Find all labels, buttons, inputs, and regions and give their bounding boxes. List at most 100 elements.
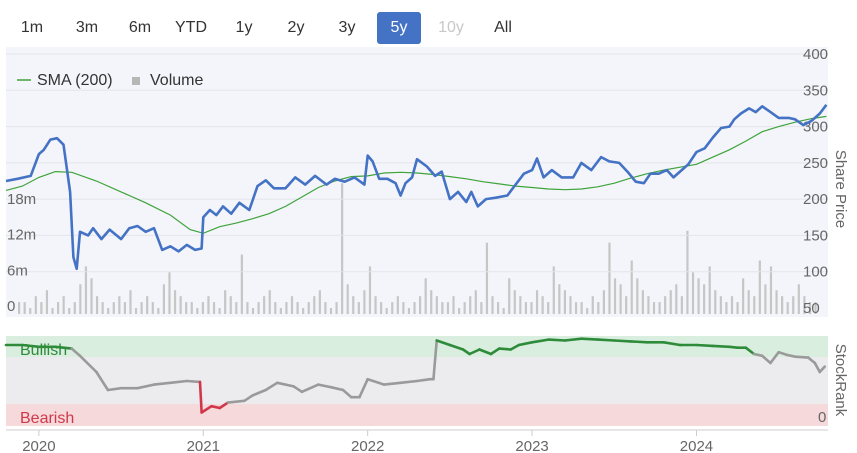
volume-bar (803, 296, 806, 314)
range-button-all[interactable]: All (494, 19, 512, 36)
stockrank-segment (662, 340, 682, 347)
volume-bar (758, 260, 761, 314)
volume-bar (157, 308, 160, 314)
range-button-6m[interactable]: 6m (128, 19, 152, 36)
volume-bar (285, 302, 288, 314)
stockrank-segment (152, 381, 172, 386)
volume-bar (446, 302, 450, 314)
stockrank-segment (251, 388, 268, 397)
stockrank-segment (711, 344, 731, 349)
stockrank-segment (78, 354, 98, 374)
volume-bar (485, 242, 489, 314)
volume-bar (769, 266, 773, 314)
volume-bar (229, 296, 232, 314)
rank-zero-label: 0 (818, 409, 826, 426)
price-tick-label: 50 (803, 300, 820, 317)
stockrank-line (4, 337, 827, 414)
stockrank-segment (382, 381, 402, 386)
volume-bar (374, 296, 377, 314)
stockrank-segment (200, 404, 213, 414)
price-tick-label: 250 (803, 155, 828, 172)
volume-bar (62, 296, 65, 314)
volume-bar (457, 308, 461, 314)
volume-bar (162, 284, 166, 314)
volume-bar (513, 290, 516, 314)
volume-bar (424, 278, 427, 314)
range-button-3m[interactable]: 3m (75, 19, 99, 36)
stockrank-segment (793, 355, 810, 359)
range-button-ytd[interactable]: YTD (175, 19, 207, 36)
volume-bar (101, 302, 104, 314)
stockrank-segment (813, 361, 822, 374)
stockrank-segment (517, 340, 534, 347)
volume-bar (786, 302, 789, 314)
stockrank-segment (21, 343, 41, 349)
volume-bar (808, 302, 812, 314)
volume-bar (580, 302, 583, 314)
volume-bar (708, 266, 711, 314)
volume-bar (318, 290, 321, 314)
stockrank-segment (432, 339, 439, 381)
stockrank-segment (612, 339, 633, 343)
volume-bar (535, 290, 539, 314)
volume-bar (586, 308, 589, 314)
range-button-1m[interactable]: 1m (20, 19, 44, 36)
stockrank-segment (489, 347, 501, 356)
volume-bar (307, 302, 310, 314)
volume-bar (146, 296, 149, 314)
stockrank-segment (785, 353, 797, 359)
volume-bar (129, 290, 132, 314)
volume-bar (346, 284, 349, 314)
volume-bar (781, 296, 784, 314)
volume-bar (246, 302, 249, 314)
volume-bar (357, 302, 360, 314)
range-button-3y[interactable]: 3y (338, 19, 356, 36)
volume-bar (508, 278, 511, 314)
stockrank-segment (106, 386, 123, 392)
stockrank-segment (509, 343, 521, 351)
volume-bar (797, 284, 800, 314)
stockrank-segment (596, 338, 616, 342)
volume-bar (95, 296, 99, 314)
volume-bar (530, 302, 533, 314)
volume-bar (45, 290, 49, 314)
volume-bar (469, 296, 472, 314)
volume-bar (474, 290, 477, 314)
stockrank-segment (563, 337, 583, 342)
bearish-band (6, 404, 828, 426)
volume-bar (257, 302, 260, 314)
volume-bar (352, 296, 355, 314)
volume-bar (703, 284, 706, 314)
volume-bar (173, 290, 177, 314)
stockrank-segment (580, 337, 600, 341)
volume-bar (90, 278, 93, 314)
volume-bar (240, 254, 243, 314)
volume-bar (625, 296, 628, 314)
volume-tick-label: 6m (7, 262, 28, 279)
x-tick-label: 2021 (187, 438, 220, 453)
volume-bar (413, 302, 416, 314)
volume-bar (268, 290, 271, 314)
stockrank-segment (752, 352, 764, 358)
volume-bar (368, 266, 372, 314)
square-icon (132, 77, 140, 85)
stockrank-segment (415, 377, 432, 383)
volume-bar (380, 302, 383, 314)
range-button-2y[interactable]: 2y (287, 19, 305, 36)
bearish-label: Bearish (20, 410, 74, 427)
range-button-1y[interactable]: 1y (235, 19, 253, 36)
volume-bar (274, 302, 277, 314)
volume-bar (123, 302, 127, 314)
volume-bar (591, 296, 594, 314)
stockrank-segment (264, 381, 279, 392)
volume-bar (552, 266, 555, 314)
stockrank-segment (695, 343, 715, 348)
stockrank-segment (629, 340, 649, 344)
volume-bar (669, 290, 672, 314)
volume-bar (324, 302, 327, 314)
volume-bar (742, 278, 745, 314)
volume-bar (636, 278, 639, 314)
volume-bar (179, 296, 182, 314)
range-button-5y[interactable]: 5y (377, 12, 421, 44)
legend: SMA (200) Volume (17, 72, 203, 89)
